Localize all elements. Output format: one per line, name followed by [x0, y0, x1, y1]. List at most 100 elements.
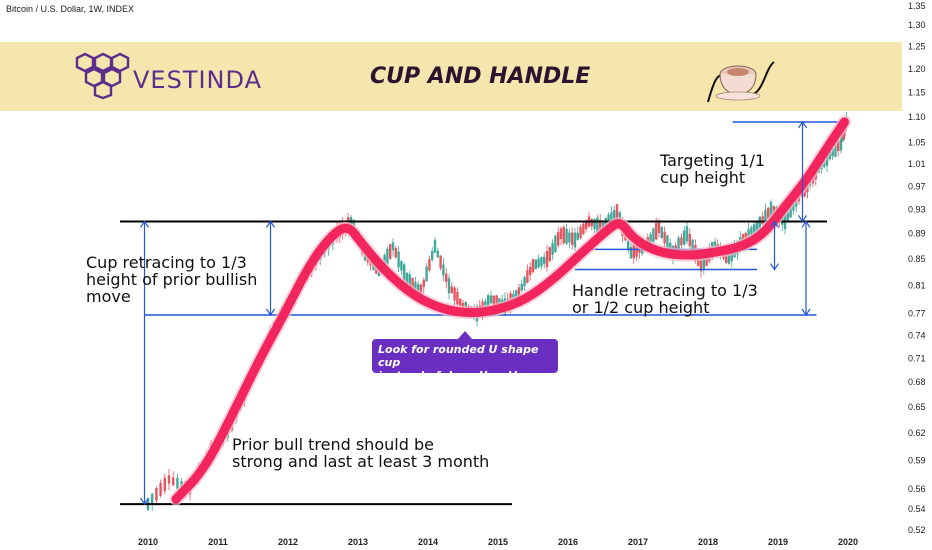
- candle-body: [599, 219, 602, 233]
- candle-body: [159, 482, 162, 496]
- measure-arrow-head-top: [266, 220, 275, 228]
- candle-body: [663, 231, 666, 244]
- cup-curve-line: [171, 117, 849, 504]
- y-tick-label: 0.74: [908, 330, 926, 340]
- candle-body: [442, 264, 445, 276]
- candle-body: [414, 281, 417, 293]
- measure-arrow-head-top: [770, 220, 779, 228]
- candle-body: [403, 264, 406, 281]
- candle-body: [585, 221, 588, 230]
- measure-arrow-head-top: [798, 120, 807, 129]
- cup-shape-note: Look for rounded U shape cup instead of …: [372, 339, 558, 395]
- candle-body: [172, 477, 175, 486]
- x-tick-label: 2012: [278, 537, 298, 547]
- brand-name: VESTINDA: [133, 66, 262, 94]
- candle-body: [699, 259, 703, 272]
- y-tick-label: 0.77: [908, 309, 926, 319]
- candle-body: [629, 246, 633, 259]
- candle-body: [557, 232, 560, 246]
- x-tick-label: 2011: [208, 537, 228, 547]
- prior-bull-line-1: Prior bull trend should be: [232, 435, 434, 454]
- y-tick-label: 1.35: [908, 1, 926, 11]
- candle-body: [702, 254, 705, 269]
- candle-body: [559, 228, 563, 239]
- candle-body: [839, 134, 843, 151]
- candle-body: [453, 287, 456, 301]
- candle-body: [590, 219, 593, 227]
- candle-body: [571, 232, 574, 245]
- y-tick-label: 0.93: [908, 204, 926, 214]
- candle-body: [657, 222, 661, 233]
- banner: VESTINDA CUP AND HANDLE: [0, 42, 902, 111]
- candle-body: [764, 209, 767, 224]
- y-tick-label: 1.20: [908, 64, 926, 74]
- candle-body: [834, 141, 837, 157]
- targeting-line-1: Targeting 1/1: [660, 151, 766, 170]
- candle-body: [450, 286, 453, 294]
- measure-arrow-head-bottom: [140, 497, 149, 506]
- candle-body: [685, 226, 689, 242]
- measure-arrow-head-bottom: [770, 263, 779, 271]
- measure-arrow-head-bottom: [798, 215, 807, 223]
- measure-arrow-head-bottom: [801, 308, 811, 317]
- candle-body: [613, 210, 616, 221]
- cup-shape-note-line-1: Look for rounded U shape cup: [378, 343, 539, 369]
- candle-body: [447, 278, 451, 294]
- x-tick-label: 2013: [348, 537, 368, 547]
- candle-body: [487, 295, 490, 310]
- candle-body: [562, 226, 565, 244]
- candle-body: [400, 261, 403, 271]
- candle-body: [593, 218, 596, 229]
- candle-body: [436, 250, 439, 258]
- y-tick-label: 0.85: [908, 254, 926, 264]
- candle-body: [755, 221, 759, 235]
- prior-bull-line-2: strong and last at least 3 month: [232, 452, 490, 471]
- candle-body: [610, 212, 613, 225]
- y-tick-label: 0.81: [908, 281, 926, 291]
- cup-retracing-line-3: move: [86, 287, 131, 306]
- cup-retracing-annotation: Cup retracing to 1/3 height of prior bul…: [86, 254, 257, 305]
- candle-body: [445, 273, 448, 282]
- y-tick-label: 0.89: [908, 229, 926, 239]
- measure-arrows: [140, 120, 811, 506]
- candle-body: [517, 287, 521, 298]
- candle-body: [492, 295, 495, 307]
- candle-body: [551, 243, 554, 255]
- handle-retracing-annotation: Handle retracing to 1/3 or 1/2 cup heigh…: [572, 282, 758, 316]
- x-tick-label: 2010: [138, 537, 158, 547]
- candle-body: [627, 240, 630, 249]
- y-tick-label: 1.01: [908, 159, 926, 169]
- candle-body: [831, 148, 834, 157]
- candle-body: [425, 266, 428, 282]
- candle-body: [750, 227, 753, 238]
- candle-body: [433, 240, 437, 253]
- candle-body: [789, 206, 792, 218]
- candle-body: [576, 232, 579, 240]
- measure-arrow-head-top: [801, 220, 811, 228]
- cup-and-handle-curve: [169, 115, 851, 506]
- candle-body: [529, 267, 532, 275]
- note-pointer: [458, 331, 472, 339]
- price-axis: 1.35 1.30 1.25 1.20 1.15 1.10 1.05 1.01 0.97 0.93…: [138, 1, 926, 547]
- targeting-line-2: cup height: [660, 168, 746, 187]
- candle-body: [537, 258, 540, 268]
- candle-body: [761, 216, 764, 225]
- candle-body: [652, 228, 655, 242]
- y-tick-label: 0.56: [908, 484, 926, 494]
- candle-body: [677, 237, 680, 253]
- y-tick-label: 0.65: [908, 402, 926, 412]
- candle-body: [405, 272, 409, 285]
- candle-body: [753, 224, 756, 236]
- candle-body: [649, 234, 652, 244]
- candle-body: [596, 217, 599, 233]
- candle-body: [655, 223, 658, 240]
- handle-retracing-line-2: or 1/2 cup height: [572, 298, 710, 317]
- candle-body: [727, 254, 731, 264]
- candle-body: [176, 477, 179, 489]
- candle-body: [391, 242, 395, 251]
- cup-retracing-line-2: height of prior bullish: [86, 270, 258, 289]
- y-tick-label: 1.15: [908, 87, 926, 97]
- handle-retracing-line-1: Handle retracing to 1/3: [572, 281, 758, 300]
- y-tick-label: 0.54: [908, 504, 926, 514]
- candle-body: [386, 248, 389, 265]
